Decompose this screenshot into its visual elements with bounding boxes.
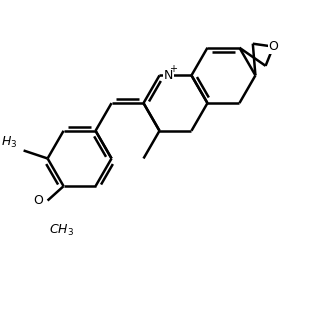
Text: N: N bbox=[164, 69, 173, 82]
Text: $H_3$: $H_3$ bbox=[1, 135, 18, 150]
Text: +: + bbox=[170, 64, 178, 74]
Text: O: O bbox=[33, 194, 43, 207]
Text: $CH_3$: $CH_3$ bbox=[49, 223, 74, 238]
Text: O: O bbox=[268, 40, 278, 53]
